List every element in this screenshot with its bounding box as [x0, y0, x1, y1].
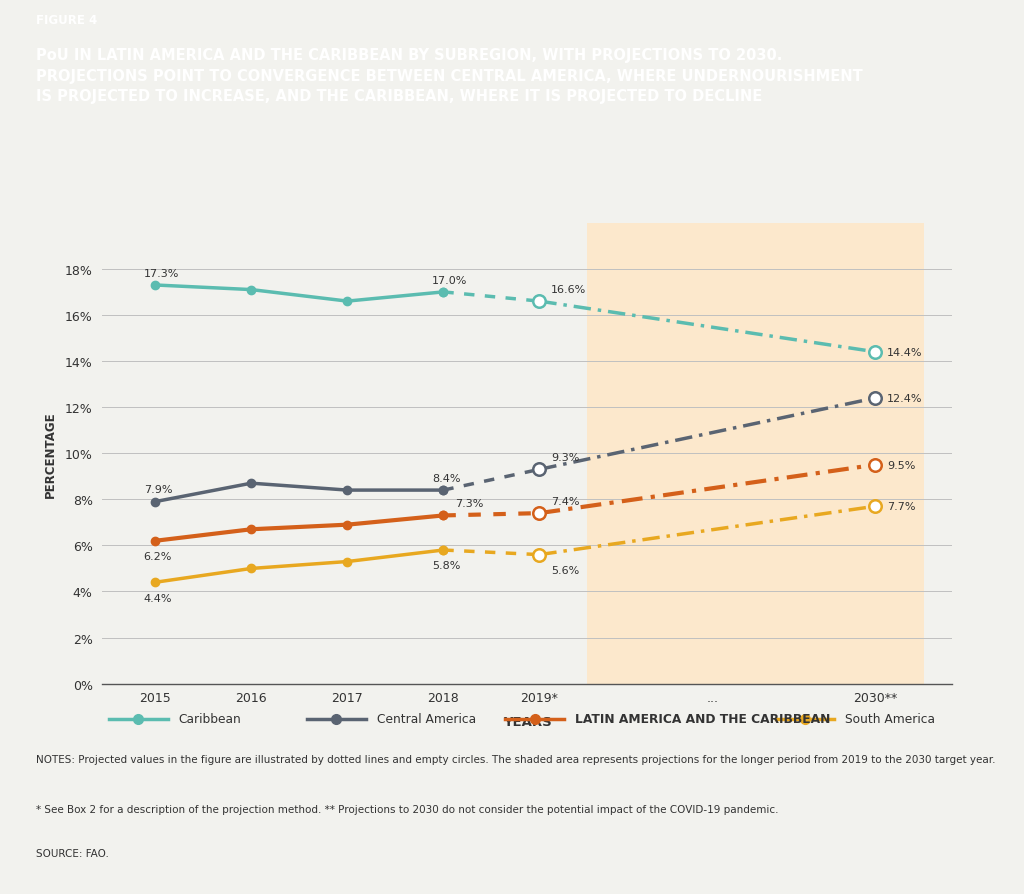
- Text: 7.9%: 7.9%: [143, 485, 172, 494]
- Text: 9.3%: 9.3%: [551, 452, 580, 462]
- Text: 5.8%: 5.8%: [432, 561, 460, 570]
- Text: * See Box 2 for a description of the projection method. ** Projections to 2030 d: * See Box 2 for a description of the pro…: [36, 804, 778, 814]
- Text: 14.4%: 14.4%: [887, 348, 923, 358]
- Text: 12.4%: 12.4%: [887, 393, 923, 403]
- Text: LATIN AMERICA AND THE CARIBBEAN: LATIN AMERICA AND THE CARIBBEAN: [574, 713, 830, 725]
- Bar: [588, 224, 924, 684]
- Text: 5.6%: 5.6%: [551, 565, 580, 576]
- Text: SOURCE: FAO.: SOURCE: FAO.: [36, 848, 109, 858]
- Text: Caribbean: Caribbean: [178, 713, 241, 725]
- Text: 7.4%: 7.4%: [551, 496, 580, 506]
- Text: 6.2%: 6.2%: [143, 552, 172, 561]
- Text: South America: South America: [845, 713, 935, 725]
- Text: 8.4%: 8.4%: [432, 473, 461, 483]
- Text: 7.3%: 7.3%: [455, 499, 483, 509]
- Text: 4.4%: 4.4%: [143, 593, 172, 603]
- Text: FIGURE 4: FIGURE 4: [36, 14, 97, 27]
- Text: 9.5%: 9.5%: [887, 460, 915, 470]
- Text: 17.3%: 17.3%: [143, 268, 179, 278]
- X-axis label: YEARS: YEARS: [503, 715, 552, 728]
- Text: 7.7%: 7.7%: [887, 502, 915, 511]
- Text: Central America: Central America: [377, 713, 476, 725]
- Text: NOTES: Projected values in the figure are illustrated by dotted lines and empty : NOTES: Projected values in the figure ar…: [36, 754, 995, 763]
- Y-axis label: PERCENTAGE: PERCENTAGE: [43, 410, 56, 497]
- Text: 17.0%: 17.0%: [432, 275, 467, 285]
- Text: 16.6%: 16.6%: [551, 284, 586, 294]
- Text: PoU IN LATIN AMERICA AND THE CARIBBEAN BY SUBREGION, WITH PROJECTIONS TO 2030.
P: PoU IN LATIN AMERICA AND THE CARIBBEAN B…: [36, 48, 862, 104]
